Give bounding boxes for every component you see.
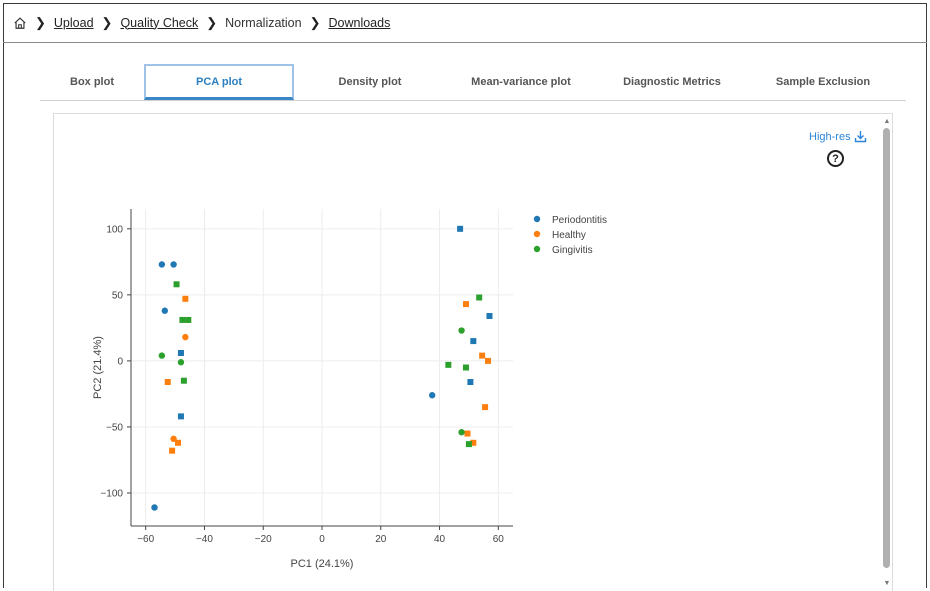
scrollbar[interactable]: ▲ ▼ bbox=[882, 118, 892, 588]
data-point bbox=[486, 312, 493, 319]
tab-box-plot[interactable]: Box plot bbox=[70, 76, 114, 88]
x-tick-label: 40 bbox=[434, 534, 446, 545]
data-point bbox=[170, 261, 177, 268]
y-tick-labels: 100 50 0 −50 −100 bbox=[100, 224, 123, 499]
data-point bbox=[479, 352, 486, 359]
data-point bbox=[177, 359, 185, 366]
home-icon[interactable] bbox=[13, 16, 27, 30]
chevron-right-icon: ❯ bbox=[309, 14, 321, 30]
data-point bbox=[462, 364, 469, 371]
data-point bbox=[465, 441, 472, 448]
download-icon bbox=[854, 131, 866, 143]
data-point bbox=[470, 439, 477, 446]
tab-sample-exclusion[interactable]: Sample Exclusion bbox=[775, 76, 871, 88]
x-tick-label: 20 bbox=[375, 534, 387, 545]
data-point bbox=[180, 377, 187, 384]
data-point bbox=[182, 295, 189, 302]
plot-tabs: Box plot PCA plot Density plot Mean-vari… bbox=[40, 64, 906, 101]
y-tick-label: −50 bbox=[106, 422, 123, 433]
data-point bbox=[458, 429, 465, 436]
y-tick-label: 100 bbox=[106, 224, 123, 235]
data-point bbox=[161, 307, 168, 314]
data-point bbox=[462, 301, 469, 308]
data-point bbox=[158, 261, 166, 268]
legend-label: Gingivitis bbox=[552, 245, 593, 256]
chevron-right-icon: ❯ bbox=[35, 14, 46, 30]
high-res-label: High-res bbox=[809, 130, 851, 143]
data-point bbox=[470, 338, 477, 345]
tab-mean-variance-plot[interactable]: Mean-variance plot bbox=[471, 76, 571, 88]
breadcrumb-upload[interactable]: Upload bbox=[53, 15, 94, 30]
data-point bbox=[173, 281, 180, 288]
y-axis-label: PC2 (21.4%) bbox=[92, 336, 104, 399]
data-point bbox=[185, 316, 192, 323]
plot-panel bbox=[53, 113, 893, 591]
data-point bbox=[179, 316, 186, 323]
tab-pca-plot[interactable]: PCA plot bbox=[144, 64, 294, 100]
data-point bbox=[458, 327, 465, 334]
data-point bbox=[177, 349, 184, 356]
tab-diagnostic-metrics[interactable]: Diagnostic Metrics bbox=[623, 76, 721, 88]
data-point bbox=[445, 361, 452, 368]
legend-label: Healthy bbox=[552, 230, 586, 241]
breadcrumb-quality-check[interactable]: Quality Check bbox=[120, 15, 199, 30]
data-point bbox=[164, 379, 171, 386]
data-point bbox=[177, 413, 184, 420]
scrollbar-thumb[interactable] bbox=[883, 128, 890, 568]
scroll-down-arrow-icon[interactable]: ▼ bbox=[883, 580, 891, 587]
y-tick-label: −100 bbox=[100, 488, 123, 499]
chevron-right-icon: ❯ bbox=[206, 14, 218, 30]
legend-label: Periodontitis bbox=[552, 215, 607, 226]
data-points bbox=[151, 225, 493, 511]
x-axis-label: PC1 (24.1%) bbox=[291, 558, 354, 570]
scroll-up-arrow-icon[interactable]: ▲ bbox=[883, 118, 891, 125]
data-point bbox=[428, 392, 436, 399]
data-point bbox=[158, 352, 166, 359]
data-point bbox=[476, 294, 483, 301]
data-point bbox=[464, 430, 471, 437]
chevron-right-icon: ❯ bbox=[101, 14, 113, 30]
x-tick-label: 0 bbox=[319, 534, 325, 545]
y-tick-label: 0 bbox=[117, 356, 123, 367]
data-point bbox=[457, 225, 464, 232]
axes bbox=[127, 209, 513, 530]
high-res-download-button[interactable]: High-res bbox=[809, 130, 867, 143]
legend: Periodontitis Healthy Gingivitis bbox=[533, 215, 607, 256]
breadcrumb: ❯ Upload ❯ Quality Check ❯ Normalization… bbox=[3, 3, 927, 43]
y-tick-label: 50 bbox=[112, 290, 124, 301]
data-point bbox=[467, 379, 474, 386]
tab-density-plot[interactable]: Density plot bbox=[338, 76, 402, 88]
data-point bbox=[482, 404, 489, 411]
x-tick-label: −40 bbox=[196, 534, 213, 545]
data-point bbox=[169, 447, 176, 454]
data-point bbox=[151, 504, 158, 511]
data-point bbox=[485, 357, 492, 364]
x-tick-label: 60 bbox=[493, 534, 505, 545]
breadcrumb-normalization: Normalization bbox=[225, 15, 302, 30]
x-tick-label: −60 bbox=[137, 534, 154, 545]
x-tick-labels: −60 −40 −20 0 20 40 60 bbox=[137, 534, 504, 545]
data-point bbox=[182, 333, 189, 341]
help-icon[interactable]: ? bbox=[827, 150, 844, 167]
legend-marker bbox=[533, 215, 541, 223]
legend-marker bbox=[533, 230, 541, 238]
data-point bbox=[175, 439, 182, 446]
grid-lines bbox=[131, 209, 513, 526]
legend-marker bbox=[533, 245, 541, 253]
breadcrumb-downloads[interactable]: Downloads bbox=[328, 15, 391, 30]
x-tick-label: −20 bbox=[255, 534, 272, 545]
